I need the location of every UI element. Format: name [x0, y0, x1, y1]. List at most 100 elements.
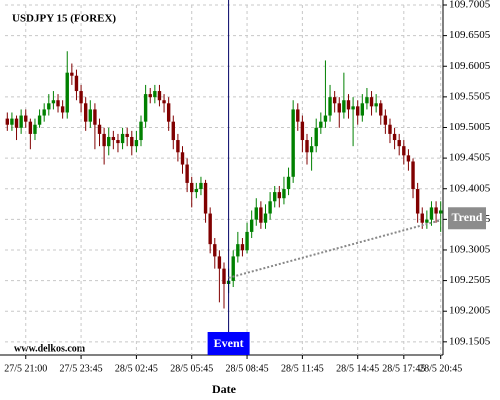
- candle-body: [213, 244, 217, 257]
- event-label: Event: [214, 336, 244, 350]
- x-tick-label: 28/5 14:45: [336, 363, 379, 374]
- candle-body: [56, 100, 60, 107]
- candle-body: [47, 103, 51, 110]
- y-tick-label: 109.2505: [449, 274, 491, 286]
- candle-body: [79, 91, 83, 104]
- event-box: [207, 332, 250, 355]
- candle-body: [208, 213, 212, 245]
- x-tick-label: 27/5 23:45: [60, 363, 103, 374]
- candle-body: [397, 140, 401, 147]
- candle-body: [300, 121, 305, 141]
- candle-body: [309, 146, 314, 153]
- candle-body: [332, 97, 337, 104]
- candle-body: [420, 213, 424, 223]
- candle-body: [19, 115, 23, 128]
- candle-body: [166, 103, 171, 122]
- candle-body: [374, 103, 378, 107]
- candle-body: [365, 97, 369, 104]
- candle-body: [217, 256, 222, 269]
- candle-body: [402, 146, 406, 156]
- candle-body: [10, 118, 14, 125]
- candle-body: [176, 140, 180, 153]
- candle-body: [97, 124, 102, 134]
- x-tick-label: 28/5 20:45: [419, 363, 462, 374]
- candle-body: [28, 121, 33, 134]
- candle-body: [296, 109, 300, 122]
- candle-body: [425, 219, 429, 223]
- candle-body: [14, 118, 19, 128]
- candle-body: [107, 136, 111, 147]
- candle-body: [190, 182, 194, 193]
- y-tick-label: 109.6505: [449, 29, 491, 41]
- candle-body: [342, 100, 346, 113]
- candle-body: [337, 103, 341, 113]
- y-tick-label: 109.2005: [449, 305, 491, 317]
- candle-body: [346, 100, 351, 110]
- candle-body: [51, 100, 56, 104]
- candle-body: [291, 109, 295, 177]
- candle-body: [360, 103, 365, 116]
- y-tick-label: 109.3005: [449, 244, 491, 256]
- candle-body: [93, 109, 97, 125]
- candle-body: [153, 91, 157, 98]
- candle-body: [180, 152, 185, 165]
- candle-body: [240, 244, 245, 251]
- x-axis-title: Date: [212, 382, 237, 396]
- candle-body: [268, 201, 272, 214]
- candle-body: [245, 231, 249, 251]
- candle-body: [171, 121, 175, 141]
- candle-body: [120, 133, 125, 144]
- candle-body: [282, 189, 286, 199]
- candle-body: [125, 133, 129, 137]
- y-tick-label: 109.4505: [449, 152, 491, 164]
- candle-body: [65, 72, 69, 113]
- candle-body: [185, 164, 189, 183]
- candle-body: [254, 207, 258, 220]
- candle-body: [130, 136, 134, 147]
- candle-body: [429, 207, 434, 220]
- x-tick-label: 28/5 05:45: [170, 363, 213, 374]
- candle-body: [286, 176, 291, 190]
- candle-body: [411, 161, 415, 190]
- candle-body: [388, 124, 392, 134]
- candle-body: [194, 189, 199, 193]
- trend-label: Trend: [452, 210, 483, 224]
- candle-body: [139, 121, 143, 141]
- x-tick-label: 28/5 02:45: [115, 363, 158, 374]
- candle-body: [392, 133, 397, 141]
- candle-body: [438, 210, 443, 214]
- candle-body: [42, 109, 46, 116]
- y-tick-label: 109.5005: [449, 121, 491, 133]
- candle-body: [263, 213, 268, 223]
- candle-body: [383, 115, 388, 125]
- y-tick-label: 109.1505: [449, 335, 491, 347]
- candle-body: [231, 256, 235, 281]
- x-tick-label: 27/5 21:00: [4, 363, 47, 374]
- trend-line: [228, 219, 441, 279]
- candle-body: [162, 100, 166, 104]
- candle-body: [434, 207, 438, 214]
- candle-body: [328, 97, 332, 116]
- candle-body: [83, 103, 88, 122]
- candle-body: [236, 244, 240, 257]
- candle-body: [134, 140, 139, 147]
- candle-body: [277, 192, 282, 199]
- candle-body: [111, 136, 116, 141]
- candle-body: [157, 91, 162, 101]
- candle-body: [249, 219, 254, 232]
- candle-body: [222, 268, 226, 284]
- candle-body: [356, 106, 360, 116]
- candle-body: [116, 140, 120, 144]
- y-tick-label: 109.5505: [449, 90, 491, 102]
- candle-body: [70, 72, 74, 76]
- candle-body: [88, 109, 92, 122]
- candle-body: [351, 106, 355, 110]
- x-tick-label: 28/5 17:45: [382, 363, 425, 374]
- watermark: www.delkos.com: [14, 343, 86, 354]
- candle-body: [379, 103, 383, 116]
- candle-body: [415, 189, 420, 214]
- x-tick-label: 28/5 08:45: [226, 363, 269, 374]
